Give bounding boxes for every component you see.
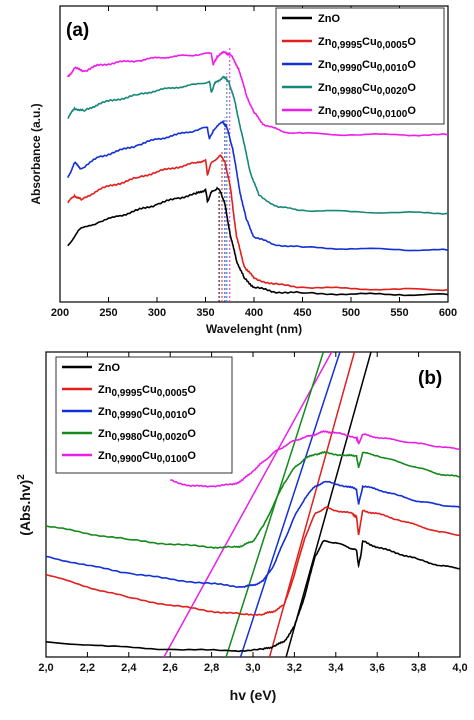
- svg-text:(Abs.hv)2: (Abs.hv)2: [16, 474, 33, 536]
- legend-entry-a-3: Zn0,9980Cu0,0020O: [318, 82, 416, 97]
- series-line-a-2: [67, 119, 449, 252]
- x-axis-a: 200 250 300 350 400 450 500 550 600: [51, 6, 457, 319]
- x-axis-label-a: Wavelenght (nm): [206, 322, 302, 336]
- legend-entry-b-4: Zn0,9900Cu0,0100O: [98, 450, 196, 465]
- x-tick-label-a-1: 250: [99, 307, 117, 319]
- series-line-a-1: [67, 154, 449, 292]
- x-tick-label-a-3: 350: [196, 307, 214, 319]
- legend-box-b: [55, 356, 233, 474]
- tangent-lines-b: [163, 352, 372, 657]
- y-axis-label-b-text: (Abs.hv): [17, 480, 33, 536]
- series-group-b: [46, 430, 460, 653]
- x-tick-label-a-6: 500: [342, 307, 360, 319]
- legend-entry-a-1: Zn0,9995Cu0,0005O: [318, 36, 416, 51]
- x-tick-label-b-6: 3,2: [287, 662, 302, 674]
- series-line-a-0: [67, 186, 449, 297]
- x-tick-label-b-9: 3,8: [411, 662, 426, 674]
- y-axis-label-b: (Abs.hv)2: [16, 474, 33, 536]
- x-tick-label-b-10: 4,0: [452, 662, 467, 674]
- x-tick-label-a-8: 600: [439, 307, 457, 319]
- series-line-b-2: [46, 480, 460, 589]
- series-line-b-1: [46, 506, 460, 617]
- tangent-line-2: [239, 352, 341, 657]
- x-tick-label-b-0: 2,0: [38, 662, 53, 674]
- x-tick-label-a-7: 550: [390, 307, 408, 319]
- x-tick-label-b-5: 3,0: [245, 662, 260, 674]
- legend-entry-a-2: Zn0,9990Cu0,0010O: [318, 59, 416, 74]
- panel-label-a: (a): [66, 20, 89, 41]
- tangent-line-1: [225, 352, 325, 657]
- tangent-line-3: [268, 352, 356, 657]
- x-tick-label-b-1: 2,2: [80, 662, 95, 674]
- series-group-a: [67, 50, 449, 297]
- x-tick-label-b-7: 3,4: [328, 662, 344, 674]
- chart-panel-a: 200 250 300 350 400 450 500 550 600 (a) Waveleng…: [29, 5, 457, 336]
- x-tick-label-b-8: 3,6: [370, 662, 385, 674]
- edge-markers-a: [218, 47, 231, 302]
- series-line-a-3: [67, 75, 449, 215]
- series-line-b-0: [46, 539, 460, 653]
- legend-entry-b-1: Zn0,9995Cu0,0005O: [98, 384, 196, 399]
- x-tick-label-a-0: 200: [51, 307, 69, 319]
- series-line-b-4: [170, 430, 460, 488]
- legend-entry-a-4: Zn0,9900Cu0,0100O: [318, 105, 416, 120]
- x-tick-label-a-4: 400: [245, 307, 263, 319]
- x-tick-label-b-2: 2,4: [121, 662, 137, 674]
- x-tick-label-a-5: 450: [293, 307, 311, 319]
- legend-entry-b-0: ZnO: [98, 362, 120, 374]
- tangent-line-4: [285, 352, 372, 657]
- legend-entry-b-3: Zn0,9980Cu0,0020O: [98, 428, 196, 443]
- legend-a: ZnO Zn0,9995Cu0,0005O Zn0,9990Cu0,0010O Zn0…: [275, 7, 445, 125]
- series-line-a-4: [67, 50, 449, 137]
- x-axis-label-b: hv (eV): [230, 687, 277, 703]
- panel-label-b: (b): [418, 368, 442, 389]
- x-axis-b: 2,0 2,2 2,4 2,6 2,8 3,0 3,2 3,4 3,6 3,8 4,0: [38, 352, 468, 674]
- legend-entry-b-2: Zn0,9990Cu0,0010O: [98, 406, 196, 421]
- series-line-b-3: [46, 450, 460, 549]
- chart-panel-b: 2,0 2,2 2,4 2,6 2,8 3,0 3,2 3,4 3,6 3,8 4,0 (b) hv…: [16, 351, 468, 703]
- x-tick-label-b-4: 2,8: [204, 662, 219, 674]
- legend-entry-a-0: ZnO: [318, 13, 340, 25]
- y-axis-label-a: Absorbance (a.u.): [29, 103, 43, 204]
- tangent-line-0: [163, 352, 333, 657]
- legend-box-a: [275, 7, 445, 125]
- legend-b: ZnO Zn0,9995Cu0,0005O Zn0,9990Cu0,0010O Zn0…: [55, 356, 233, 474]
- x-tick-label-a-2: 300: [148, 307, 166, 319]
- x-tick-label-b-3: 2,6: [163, 662, 178, 674]
- y-axis-label-b-sup: 2: [16, 474, 27, 480]
